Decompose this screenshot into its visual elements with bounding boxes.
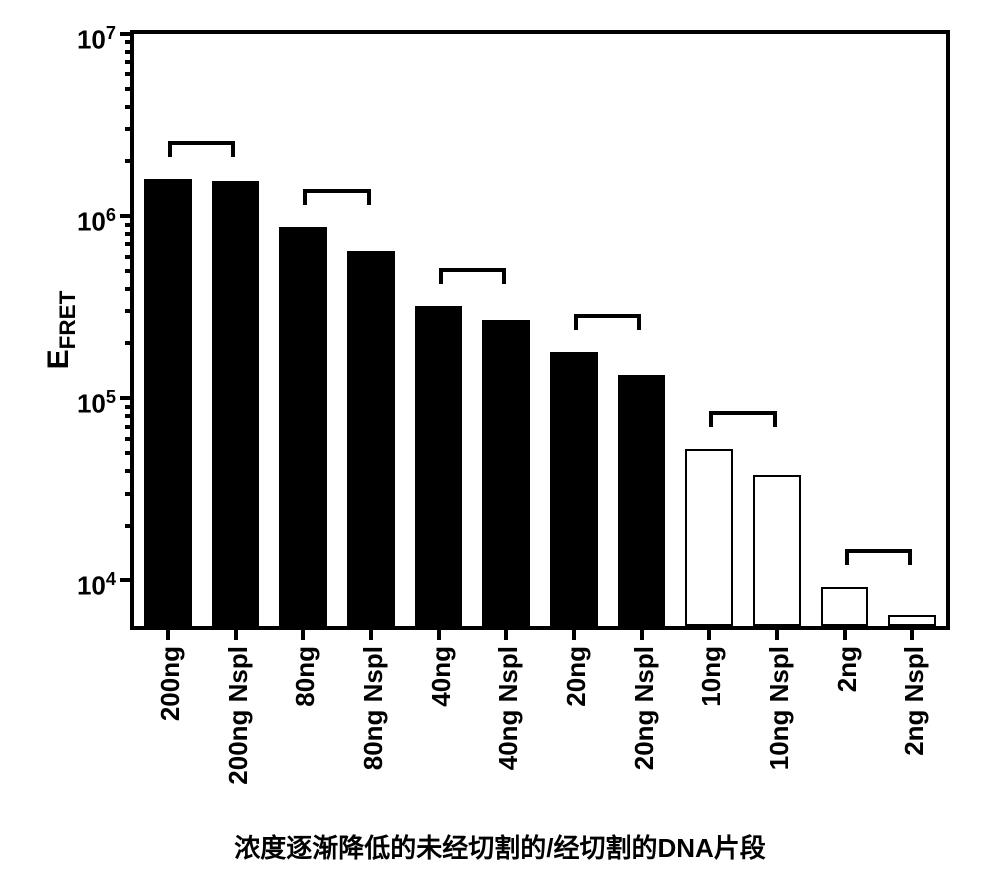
y-tick — [120, 396, 130, 400]
y-tick — [125, 72, 131, 76]
x-tick-label: 2ng — [832, 646, 863, 846]
bar — [347, 251, 394, 626]
plot-area — [130, 30, 950, 630]
x-tick — [775, 630, 779, 640]
x-tick — [301, 630, 305, 640]
y-tick — [125, 451, 131, 455]
y-tick — [125, 287, 131, 291]
y-tick — [125, 405, 131, 409]
y-tick-label: 105 — [77, 387, 116, 413]
x-tick — [166, 630, 170, 640]
y-tick — [125, 309, 131, 313]
bar — [888, 615, 935, 626]
bar — [685, 449, 732, 626]
y-tick — [125, 242, 131, 246]
bar — [550, 352, 597, 626]
y-tick — [125, 50, 131, 54]
y-tick — [125, 269, 131, 273]
y-tick — [125, 469, 131, 473]
y-tick — [125, 223, 131, 227]
x-tick — [640, 630, 644, 640]
x-tick-label: 200ng — [155, 646, 186, 846]
x-tick — [369, 630, 373, 640]
y-tick — [125, 105, 131, 109]
bar — [821, 587, 868, 626]
pair-bracket — [439, 268, 507, 284]
y-tick — [120, 214, 130, 218]
y-tick — [125, 60, 131, 64]
y-tick — [125, 87, 131, 91]
x-tick-label: 40ng Nspl — [493, 646, 524, 846]
y-tick-label: 107 — [77, 23, 116, 49]
y-tick — [125, 425, 131, 429]
y-tick — [125, 127, 131, 131]
y-tick — [125, 437, 131, 441]
bar — [279, 227, 326, 626]
x-tick-label: 20ng Nspl — [629, 646, 660, 846]
y-tick — [125, 232, 131, 236]
pair-bracket — [168, 141, 236, 157]
x-tick — [437, 630, 441, 640]
y-tick — [125, 159, 131, 163]
y-tick — [120, 32, 130, 36]
x-tick-label: 20ng — [561, 646, 592, 846]
y-tick — [125, 255, 131, 259]
y-tick — [125, 524, 131, 528]
x-tick — [572, 630, 576, 640]
x-tick-label: 2ng Nspl — [899, 646, 930, 846]
y-axis-label: EFRET — [42, 291, 81, 370]
pair-bracket — [709, 411, 777, 427]
y-tick — [125, 341, 131, 345]
x-tick-label: 200ng Nspl — [223, 646, 254, 846]
x-tick — [234, 630, 238, 640]
y-tick — [125, 40, 131, 44]
x-tick — [910, 630, 914, 640]
bar — [482, 320, 529, 626]
x-tick — [843, 630, 847, 640]
pair-bracket — [303, 189, 371, 205]
bar — [618, 375, 665, 626]
x-tick-label: 80ng — [290, 646, 321, 846]
y-tick — [125, 414, 131, 418]
y-tick-label: 106 — [77, 205, 116, 231]
x-tick-label: 10ng Nspl — [764, 646, 795, 846]
bar — [212, 181, 259, 626]
x-tick — [504, 630, 508, 640]
y-tick-label: 104 — [77, 569, 116, 595]
x-tick-label: 10ng — [696, 646, 727, 846]
x-tick — [707, 630, 711, 640]
bar — [415, 306, 462, 626]
y-tick — [125, 492, 131, 496]
pair-bracket — [845, 549, 913, 565]
pair-bracket — [574, 314, 642, 330]
x-tick-label: 80ng Nspl — [358, 646, 389, 846]
y-tick — [120, 578, 130, 582]
x-tick-label: 40ng — [426, 646, 457, 846]
bar — [144, 179, 191, 626]
bar — [753, 475, 800, 626]
figure: EFRET 浓度逐渐降低的未经切割的/经切割的DNA片段 10410510610… — [0, 0, 1000, 880]
